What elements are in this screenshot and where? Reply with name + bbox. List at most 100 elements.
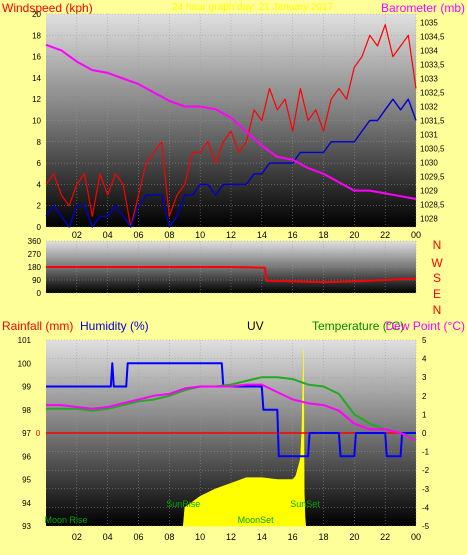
y-right-tick-label: 1 <box>422 410 427 419</box>
rain-zero-label: 0 <box>36 429 41 438</box>
y-right-tick-label: 1033,5 <box>420 60 445 69</box>
x-tick-label: 14 <box>257 230 267 240</box>
x-tick-label: 16 <box>288 230 298 240</box>
y-right-tick-label: -3 <box>422 485 430 494</box>
y-right-tick-label: 2 <box>422 392 427 401</box>
y-left-tick-label: 94 <box>22 499 31 508</box>
y-left-tick-label: 2 <box>37 202 42 211</box>
y-tick-label: 270 <box>28 250 42 259</box>
y-right-tick-label: 1030,5 <box>420 145 445 154</box>
wind-gust-series <box>45 24 417 228</box>
panel-background <box>46 14 416 227</box>
y-left-tick-label: 8 <box>37 138 42 147</box>
wind-barometer-panel: 0246810121416182010281028,510291029,5103… <box>32 10 445 240</box>
y-left-tick-label: 6 <box>37 159 42 168</box>
wind-direction-panel: 0 90 180 270 360 <box>28 237 417 298</box>
compass-labels: N W S E N <box>431 238 443 317</box>
y-left-tick-label: 97 <box>22 429 31 438</box>
dewpoint-axis-label: Dew Point (°C) <box>386 319 465 333</box>
y-right-tick-label: 1031,5 <box>420 117 445 126</box>
event-label: MoonSet <box>238 515 275 525</box>
x-tick-label: 14 <box>257 532 267 542</box>
y-right-tick-label: 1034,5 <box>420 32 445 41</box>
y-left-tick-label: 20 <box>32 10 41 19</box>
y-right-tick-label: -2 <box>422 466 430 475</box>
x-tick-label: 22 <box>380 532 390 542</box>
y-left-tick-label: 98 <box>22 406 31 415</box>
axis-labels: 0246810121416182010281028,510291029,5103… <box>32 10 445 240</box>
y-right-tick-label: 1034 <box>420 46 438 55</box>
x-tick-label: 08 <box>164 230 174 240</box>
y-left-tick-label: 96 <box>22 452 31 461</box>
series-layer <box>46 349 417 527</box>
y-right-tick-label: 1035 <box>420 18 438 27</box>
uv-axis-label: UV <box>247 319 264 333</box>
event-label: SunRise <box>166 499 200 509</box>
y-tick-label: 180 <box>28 263 42 272</box>
y-left-tick-label: 10 <box>32 117 41 126</box>
y-right-tick-label: -5 <box>422 522 430 531</box>
barometer-series <box>45 43 417 200</box>
y-right-tick-label: 3 <box>422 373 427 382</box>
y-tick-label: 360 <box>28 237 42 246</box>
x-tick-label: 22 <box>380 230 390 240</box>
temperature-series <box>46 376 417 440</box>
x-tick-label: 00 <box>411 230 421 240</box>
compass-s: S <box>433 271 441 285</box>
x-tick-label: 04 <box>103 230 113 240</box>
barometer-axis-label: Barometer (mb) <box>381 1 465 15</box>
humidity-series <box>46 362 416 458</box>
x-tick-label: 18 <box>318 230 328 240</box>
x-tick-label: 02 <box>72 230 82 240</box>
rainfall-axis-label: Rainfall (mm) <box>2 319 73 333</box>
y-right-tick-label: 1032,5 <box>420 88 445 97</box>
uv-area <box>182 349 307 527</box>
y-left-tick-label: 101 <box>18 336 32 345</box>
y-right-tick-label: 1028 <box>420 215 438 224</box>
wind-direction-series <box>46 266 417 284</box>
y-left-tick-label: 4 <box>37 180 42 189</box>
y-left-tick-label: 12 <box>32 95 41 104</box>
y-left-tick-label: 93 <box>22 522 31 531</box>
y-left-tick-label: 18 <box>32 31 41 40</box>
compass-e: E <box>433 287 441 301</box>
y-left-tick-label: 99 <box>22 383 31 392</box>
x-tick-label: 20 <box>349 230 359 240</box>
y-right-tick-label: 1032 <box>420 102 438 111</box>
y-right-tick-label: -1 <box>422 448 430 457</box>
x-tick-label: 00 <box>411 532 421 542</box>
series-layer <box>46 266 417 284</box>
event-label: Moon Rise <box>45 515 88 525</box>
y-right-tick-label: -4 <box>422 503 430 512</box>
compass-n-top: N <box>433 238 442 252</box>
y-right-tick-label: 1031 <box>420 131 438 140</box>
x-tick-label: 04 <box>103 532 113 542</box>
y-left-tick-label: 16 <box>32 53 41 62</box>
x-tick-label: 02 <box>72 532 82 542</box>
y-right-tick-label: 1033 <box>420 74 438 83</box>
temperature-axis-label: Temperature (°C) <box>312 319 404 333</box>
x-tick-label: 06 <box>133 230 143 240</box>
humidity-axis-label: Humidity (%) <box>80 319 149 333</box>
chart-title: 24 hour graph day: 21 January 2017 <box>172 2 334 13</box>
x-tick-label: 10 <box>195 230 205 240</box>
y-right-tick-label: 4 <box>422 355 427 364</box>
x-tick-label: 06 <box>133 532 143 542</box>
y-right-tick-label: 1029,5 <box>420 173 445 182</box>
x-tick-label: 18 <box>318 532 328 542</box>
y-right-tick-label: 1029 <box>420 187 438 196</box>
x-tick-label: 20 <box>349 532 359 542</box>
y-right-tick-label: 1028,5 <box>420 201 445 210</box>
y-tick-label: 90 <box>32 276 41 285</box>
y-right-tick-label: 5 <box>422 336 427 345</box>
x-tick-label: 08 <box>164 532 174 542</box>
wind-average-series <box>45 98 417 228</box>
y-right-tick-label: 1030 <box>420 159 438 168</box>
y-right-tick-label: 0 <box>422 429 427 438</box>
y-tick-label: 0 <box>37 289 42 298</box>
y-left-tick-label: 0 <box>37 223 42 232</box>
y-left-tick-label: 14 <box>32 74 41 83</box>
windspeed-axis-label: Windspeed (kph) <box>2 1 93 15</box>
